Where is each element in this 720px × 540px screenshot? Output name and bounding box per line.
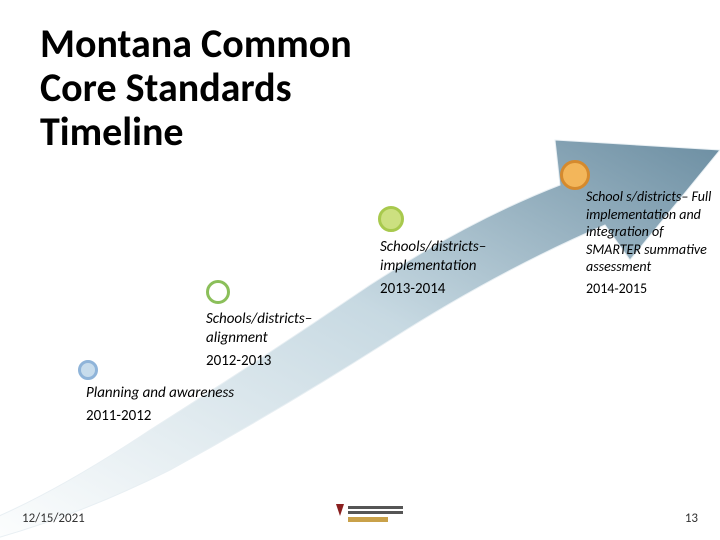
timeline-label-title-2: Schools/districts– implementation xyxy=(380,238,530,276)
timeline-node-1 xyxy=(206,280,230,304)
timeline-node-3 xyxy=(560,160,590,190)
timeline-label-year-1: 2012-2013 xyxy=(206,352,356,371)
timeline-label-year-3: 2014-2015 xyxy=(586,280,720,298)
timeline-label-title-1: Schools/districts– alignment xyxy=(206,310,356,348)
slide-title: Montana Common Core Standards Timeline xyxy=(40,22,420,154)
footer-date: 12/15/2021 xyxy=(22,511,85,526)
timeline-node-2 xyxy=(378,206,404,232)
timeline-label-year-0: 2011-2012 xyxy=(86,407,236,426)
timeline-label-2: Schools/districts– implementation 2013-20… xyxy=(380,238,530,298)
timeline-label-1: Schools/districts– alignment 2012-2013 xyxy=(206,310,356,370)
timeline-label-title-0: Planning and awareness xyxy=(86,384,236,403)
footer-logo xyxy=(330,500,410,528)
timeline-node-0 xyxy=(78,360,98,380)
timeline-label-3: School s/districts– Full implementation … xyxy=(586,188,720,297)
timeline-label-year-2: 2013-2014 xyxy=(380,280,530,299)
footer-page-number: 13 xyxy=(685,511,698,526)
timeline-label-title-3: School s/districts– Full implementation … xyxy=(586,188,720,276)
timeline-label-0: Planning and awareness 2011-2012 xyxy=(86,384,236,426)
slide: Montana Common Core Standards Timeline P… xyxy=(0,0,720,540)
